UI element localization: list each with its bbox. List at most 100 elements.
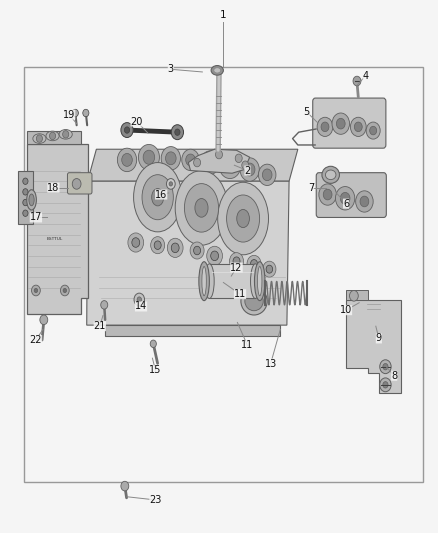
Circle shape xyxy=(134,293,145,306)
Circle shape xyxy=(121,123,133,138)
Text: 2: 2 xyxy=(244,166,251,175)
Ellipse shape xyxy=(33,134,46,143)
Circle shape xyxy=(63,131,69,138)
Ellipse shape xyxy=(199,262,209,301)
Ellipse shape xyxy=(195,199,208,217)
Circle shape xyxy=(370,126,377,135)
Text: 13: 13 xyxy=(265,359,277,368)
Circle shape xyxy=(201,151,220,174)
Circle shape xyxy=(150,340,156,348)
Circle shape xyxy=(132,238,140,247)
Circle shape xyxy=(166,179,175,189)
Circle shape xyxy=(319,184,336,205)
Circle shape xyxy=(215,150,223,159)
Circle shape xyxy=(137,297,141,302)
Circle shape xyxy=(258,164,276,185)
Circle shape xyxy=(124,127,130,133)
Text: 14: 14 xyxy=(135,302,147,311)
Circle shape xyxy=(34,288,38,293)
Circle shape xyxy=(350,117,366,136)
FancyBboxPatch shape xyxy=(313,98,386,148)
Ellipse shape xyxy=(211,66,223,75)
Text: 21: 21 xyxy=(94,321,106,331)
Ellipse shape xyxy=(254,262,265,301)
Polygon shape xyxy=(27,131,81,144)
Ellipse shape xyxy=(241,287,267,315)
Circle shape xyxy=(49,132,56,140)
Circle shape xyxy=(23,189,28,195)
Circle shape xyxy=(224,158,236,173)
Bar xyxy=(209,264,255,298)
Circle shape xyxy=(138,144,159,170)
Ellipse shape xyxy=(237,209,250,228)
Text: 4: 4 xyxy=(363,71,369,80)
Circle shape xyxy=(186,154,195,166)
Circle shape xyxy=(166,152,176,165)
Circle shape xyxy=(72,109,78,117)
Ellipse shape xyxy=(202,266,206,296)
Ellipse shape xyxy=(152,189,164,206)
Text: 6: 6 xyxy=(343,199,349,208)
Circle shape xyxy=(380,378,391,392)
Bar xyxy=(24,67,423,482)
Circle shape xyxy=(194,158,201,167)
Circle shape xyxy=(194,246,201,255)
Circle shape xyxy=(23,199,28,206)
Ellipse shape xyxy=(59,130,72,139)
Text: 16: 16 xyxy=(155,190,167,199)
Circle shape xyxy=(360,196,369,207)
Circle shape xyxy=(36,135,42,142)
Circle shape xyxy=(182,149,199,171)
Circle shape xyxy=(242,161,249,169)
Text: 17: 17 xyxy=(30,213,42,222)
Text: 20: 20 xyxy=(131,117,143,126)
Ellipse shape xyxy=(175,171,228,245)
Ellipse shape xyxy=(251,264,260,298)
Polygon shape xyxy=(188,149,250,173)
Ellipse shape xyxy=(205,264,214,298)
Text: 11: 11 xyxy=(234,289,246,299)
Circle shape xyxy=(169,182,173,186)
Circle shape xyxy=(161,147,180,170)
Circle shape xyxy=(122,154,132,166)
Circle shape xyxy=(167,238,183,257)
Circle shape xyxy=(63,288,67,293)
Text: 3: 3 xyxy=(168,64,174,74)
Ellipse shape xyxy=(214,68,221,73)
Circle shape xyxy=(219,152,241,179)
Circle shape xyxy=(205,156,215,169)
FancyBboxPatch shape xyxy=(316,173,386,217)
Ellipse shape xyxy=(218,182,268,255)
Text: 10: 10 xyxy=(340,305,352,315)
Circle shape xyxy=(83,109,89,117)
Text: 8: 8 xyxy=(391,371,397,381)
Polygon shape xyxy=(105,325,280,336)
Circle shape xyxy=(128,233,144,252)
Circle shape xyxy=(117,148,137,172)
Text: 1: 1 xyxy=(220,10,227,20)
Circle shape xyxy=(207,246,223,265)
Circle shape xyxy=(317,117,333,136)
Ellipse shape xyxy=(29,194,34,206)
Ellipse shape xyxy=(46,131,59,141)
Text: BSTTUL: BSTTUL xyxy=(46,237,63,241)
Ellipse shape xyxy=(258,266,262,296)
Ellipse shape xyxy=(27,190,36,210)
Circle shape xyxy=(247,255,261,272)
Circle shape xyxy=(101,301,108,309)
Polygon shape xyxy=(87,181,289,325)
Polygon shape xyxy=(346,300,401,393)
Circle shape xyxy=(354,122,362,132)
Circle shape xyxy=(366,122,380,139)
Circle shape xyxy=(340,192,350,204)
Text: 5: 5 xyxy=(304,107,310,117)
Ellipse shape xyxy=(226,195,260,242)
Circle shape xyxy=(233,257,240,265)
Circle shape xyxy=(266,265,272,273)
Circle shape xyxy=(143,150,155,164)
Polygon shape xyxy=(18,171,33,224)
Ellipse shape xyxy=(325,170,336,180)
Circle shape xyxy=(336,118,345,129)
Circle shape xyxy=(211,251,219,261)
Circle shape xyxy=(235,154,242,163)
